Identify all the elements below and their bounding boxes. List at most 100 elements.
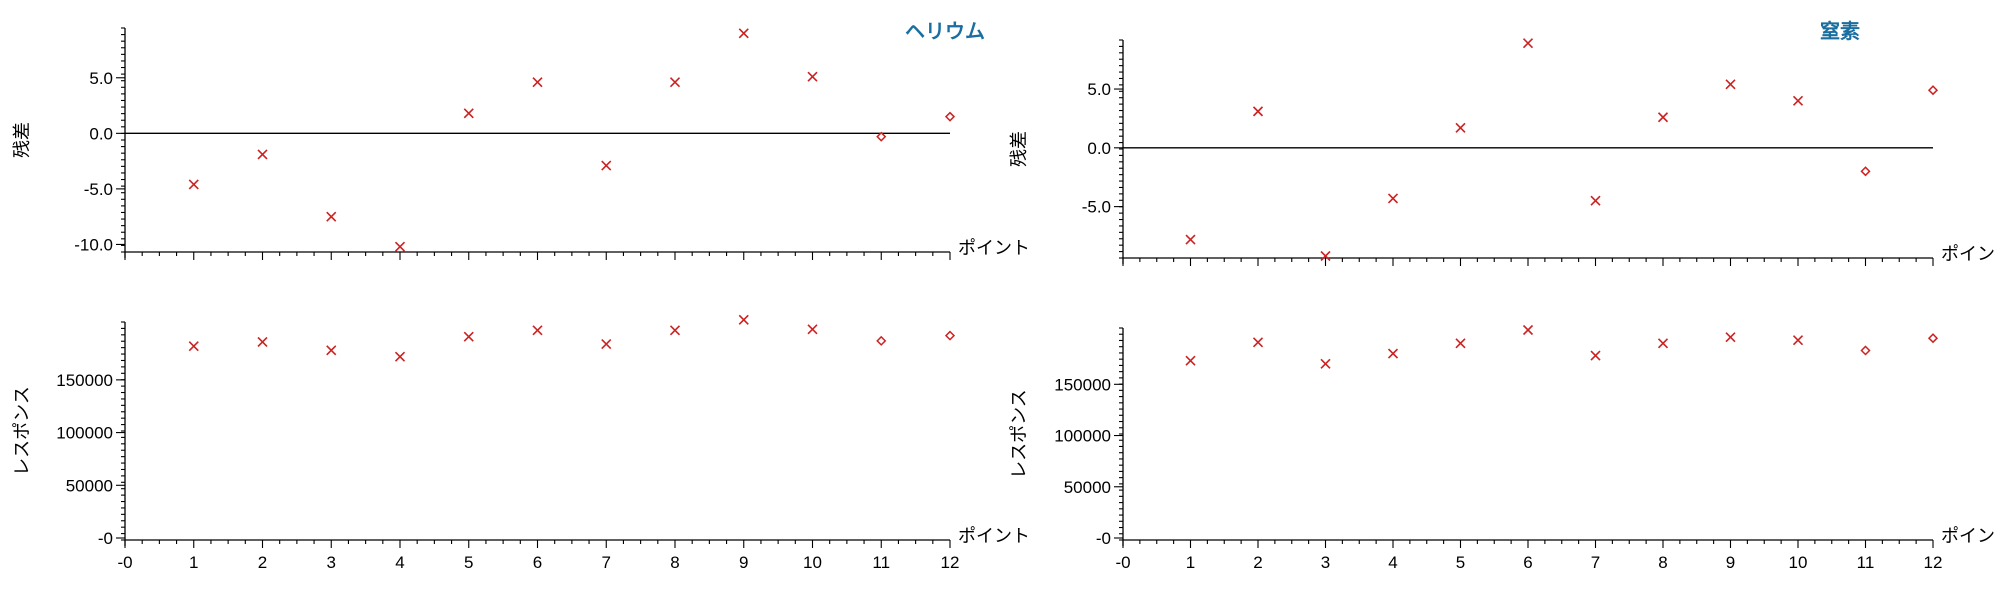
- y-tick-label: 100000: [1054, 427, 1111, 446]
- data-point-x-marker: [257, 336, 268, 347]
- data-point-diamond-marker: [1927, 333, 1939, 344]
- x-tick-label: 7: [602, 553, 611, 572]
- data-point-diamond-marker: [944, 111, 956, 122]
- y-tick-label: 150000: [1054, 375, 1111, 394]
- data-point-x-marker: [257, 149, 268, 160]
- y-tick-label: 5.0: [1087, 80, 1111, 99]
- x-tick-label: -0: [117, 553, 132, 572]
- data-point-x-marker: [807, 71, 818, 82]
- data-point-diamond-marker: [1860, 345, 1871, 356]
- x-tick-label: 5: [1456, 553, 1465, 572]
- data-point-x-marker: [188, 179, 199, 190]
- data-point-x-marker: [601, 338, 612, 350]
- data-point-x-marker: [1252, 337, 1264, 348]
- data-point-x-marker: [463, 331, 474, 342]
- x-axis-label: ポイント: [958, 526, 1030, 546]
- y-tick-label: 0.0: [1087, 139, 1111, 158]
- y-axis-label: 残差: [12, 122, 32, 158]
- x-tick-label: 8: [1658, 553, 1667, 572]
- y-tick-label: 5.0: [89, 69, 113, 88]
- data-point-x-marker: [738, 314, 749, 325]
- x-tick-label: 1: [1186, 553, 1195, 572]
- panel-title: 窒素: [1820, 19, 1860, 43]
- data-point-x-marker: [1590, 350, 1601, 361]
- data-point-diamond-marker: [944, 330, 956, 341]
- data-point-x-marker: [1522, 324, 1534, 336]
- data-point-diamond-marker: [1860, 166, 1871, 177]
- x-tick-label: 4: [395, 553, 404, 572]
- data-point-x-marker: [1590, 195, 1601, 206]
- data-point-diamond-marker: [1927, 85, 1939, 96]
- x-tick-label: 12: [941, 553, 960, 572]
- x-tick-label: 11: [872, 553, 890, 572]
- y-tick-label: -0: [98, 529, 113, 548]
- x-tick-label: 12: [1924, 553, 1943, 572]
- x-axis-label: ポイント: [1941, 244, 2000, 264]
- data-point-x-marker: [669, 325, 681, 336]
- data-point-x-marker: [326, 211, 337, 222]
- data-point-diamond-marker: [876, 335, 887, 346]
- data-point-x-marker: [394, 351, 406, 362]
- data-point-x-marker: [1455, 122, 1466, 133]
- panel-title: ヘリウム: [905, 20, 985, 43]
- data-point-x-marker: [532, 77, 543, 88]
- y-tick-label: -10.0: [74, 235, 113, 254]
- y-tick-label: 100000: [56, 424, 113, 443]
- y-tick-label: 50000: [66, 476, 113, 495]
- x-tick-label: 10: [1789, 553, 1808, 572]
- y-axis-label: レスポンス: [1009, 389, 1029, 479]
- y-tick-label: 0.0: [89, 124, 113, 143]
- x-tick-label: 9: [739, 553, 748, 572]
- y-axis-label: 残差: [1009, 131, 1029, 167]
- data-point-x-marker: [1657, 112, 1669, 123]
- data-point-x-marker: [394, 241, 406, 252]
- x-tick-label: 3: [327, 553, 336, 572]
- data-point-x-marker: [1455, 338, 1466, 349]
- data-point-x-marker: [1185, 234, 1196, 245]
- data-point-x-marker: [807, 324, 818, 335]
- x-tick-label: 2: [1253, 553, 1262, 572]
- data-point-x-marker: [1320, 358, 1331, 369]
- x-tick-label: 7: [1591, 553, 1600, 572]
- data-point-x-marker: [1387, 193, 1399, 204]
- y-tick-label: -0: [1096, 529, 1111, 548]
- x-tick-label: 6: [533, 553, 542, 572]
- data-point-x-marker: [1522, 38, 1534, 49]
- y-tick-label: -5.0: [84, 180, 113, 199]
- data-point-x-marker: [1657, 338, 1669, 349]
- x-axis-label: ポイント: [958, 238, 1030, 258]
- y-tick-label: -5.0: [1082, 198, 1111, 217]
- data-point-x-marker: [669, 77, 681, 88]
- data-point-x-marker: [532, 325, 543, 336]
- data-point-x-marker: [1387, 348, 1399, 359]
- x-tick-label: -0: [1115, 553, 1130, 572]
- x-tick-label: 2: [258, 553, 267, 572]
- y-tick-label: 150000: [56, 371, 113, 390]
- data-point-x-marker: [1252, 106, 1264, 117]
- data-point-x-marker: [1792, 335, 1804, 346]
- x-tick-label: 11: [1857, 553, 1875, 572]
- x-tick-label: 9: [1726, 553, 1735, 572]
- chart-panel-bottom-right: -050000100000150000-0123456789101112ポイント…: [1009, 324, 2000, 572]
- x-tick-label: 5: [464, 553, 473, 572]
- data-point-x-marker: [738, 28, 749, 39]
- data-point-x-marker: [1725, 332, 1736, 343]
- data-point-x-marker: [1185, 355, 1196, 366]
- data-point-x-marker: [1320, 250, 1331, 262]
- x-tick-label: 1: [189, 553, 198, 572]
- data-point-x-marker: [326, 345, 337, 356]
- data-point-x-marker: [188, 341, 199, 352]
- chart-panel-top-right: -5.0 0.0 5.0 ポイント 残差 窒素: [1009, 19, 2000, 266]
- x-tick-label: 8: [670, 553, 679, 572]
- y-tick-label: 50000: [1064, 478, 1111, 497]
- data-point-x-marker: [463, 108, 474, 119]
- x-tick-label: 3: [1321, 553, 1330, 572]
- data-point-x-marker: [1792, 95, 1804, 106]
- chart-panel-top-left: -10.0 -5.0 0.0 5.0 ポイント 残差 ヘリウム: [12, 20, 1030, 260]
- x-axis-label: ポイント: [1941, 526, 2000, 546]
- data-point-x-marker: [601, 160, 612, 171]
- data-point-diamond-marker: [876, 131, 887, 142]
- x-tick-label: 4: [1388, 553, 1397, 572]
